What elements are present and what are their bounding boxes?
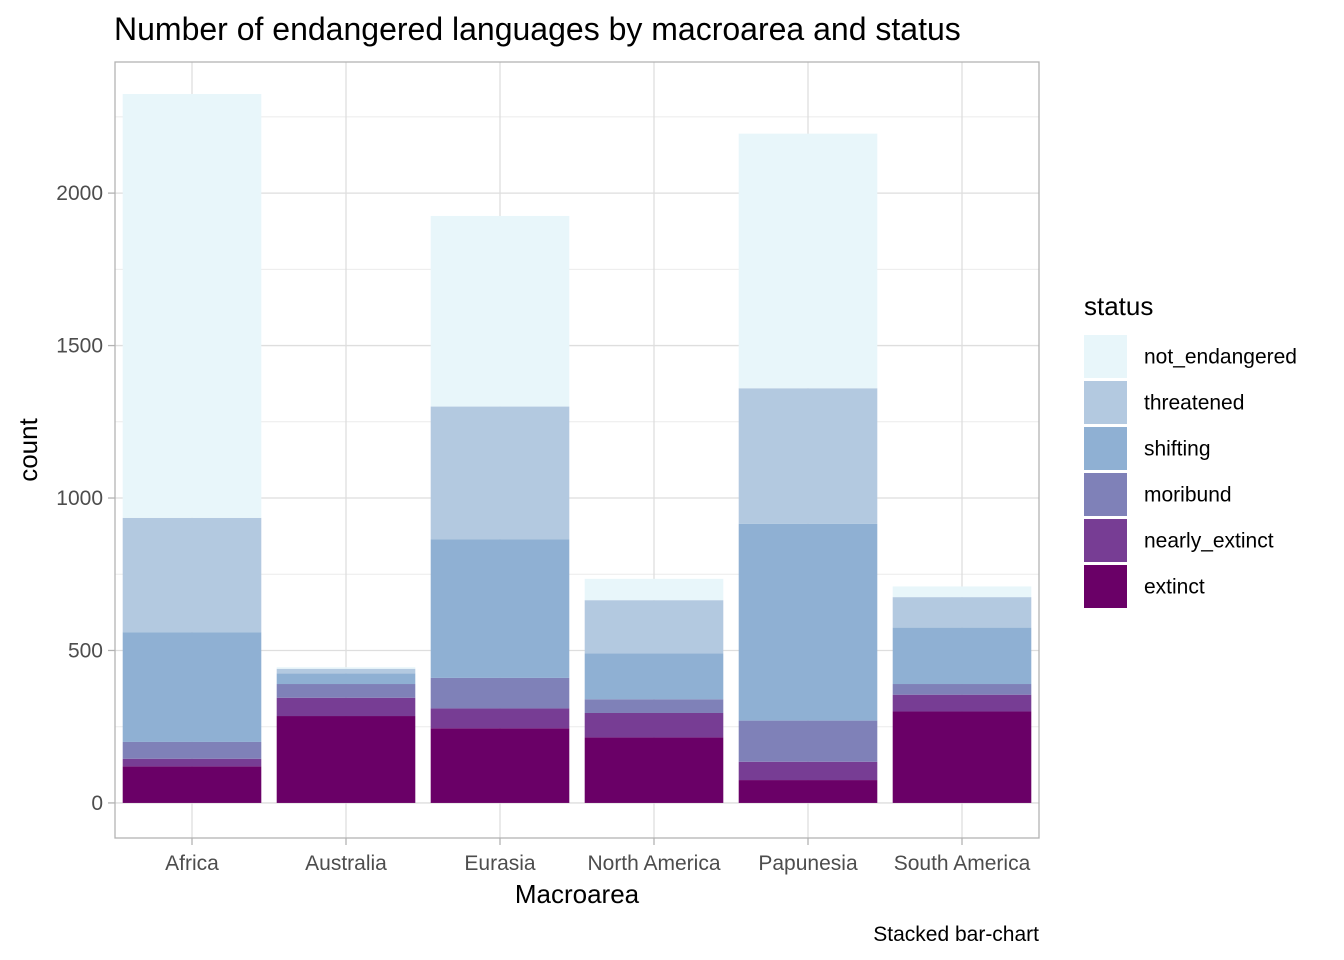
bar-segment-threatened (584, 600, 724, 654)
x-tick-label: North America (587, 852, 720, 875)
y-tick-label: 1500 (56, 335, 103, 358)
bar-segment-shifting (276, 673, 416, 685)
x-axis-title: Macroarea (515, 879, 640, 909)
legend-key-extinct (1084, 565, 1127, 608)
panel-background (115, 62, 1039, 838)
bar-segment-not-endangered (892, 586, 1032, 598)
y-axis: 0 500 1000 1500 2000 (56, 182, 115, 815)
x-tick-label: South America (894, 852, 1031, 875)
legend-label: moribund (1144, 484, 1232, 507)
bar-segment-nearly-extinct (738, 761, 878, 781)
bar-segment-not-endangered (122, 94, 262, 518)
bar-segment-shifting (738, 523, 878, 721)
bar-segment-nearly-extinct (276, 697, 416, 717)
x-tick-label: Africa (165, 852, 219, 875)
chart-title: Number of endangered languages by macroa… (114, 11, 961, 47)
bar-segment-extinct (276, 716, 416, 803)
x-axis: Africa Australia Eurasia North America Papun… (165, 838, 1031, 875)
y-tick-label: 0 (91, 792, 103, 815)
plot-panel (114, 61, 1040, 839)
bar-segment-threatened (892, 597, 1032, 628)
legend-label: extinct (1144, 576, 1205, 599)
legend: status not_endangered threatened shifting m… (1084, 291, 1297, 608)
legend-key-nearly-extinct (1084, 519, 1127, 562)
bar-segment-threatened (276, 668, 416, 674)
bar-segment-extinct (584, 737, 724, 803)
legend-label: not_endangered (1144, 346, 1297, 369)
bars (122, 94, 1032, 803)
bar-segment-not-endangered (430, 215, 570, 407)
bar-segment-extinct (430, 728, 570, 803)
bar-segment-threatened (430, 406, 570, 540)
y-tick-label: 500 (68, 639, 103, 662)
bar-segment-moribund (430, 677, 570, 709)
bar-segment-extinct (892, 711, 1032, 803)
panel-border (114, 61, 1040, 839)
legend-items: not_endangered threatened shifting moribund… (1084, 335, 1297, 608)
legend-title: status (1084, 291, 1153, 321)
bar-segment-shifting (122, 632, 262, 742)
x-tick-label: Papunesia (758, 852, 858, 875)
legend-key-not-endangered (1084, 335, 1127, 378)
bar-segment-threatened (738, 388, 878, 524)
y-tick-label: 2000 (56, 182, 103, 205)
legend-key-shifting (1084, 427, 1127, 470)
bar-segment-moribund (584, 699, 724, 713)
bar-segment-moribund (892, 684, 1032, 695)
bar-segment-not-endangered (584, 578, 724, 601)
bar-segment-shifting (430, 539, 570, 678)
bar-segment-shifting (892, 627, 1032, 685)
x-tick-label: Eurasia (464, 852, 536, 875)
legend-label: nearly_extinct (1144, 530, 1274, 553)
legend-label: shifting (1144, 438, 1211, 461)
x-tick-label: Australia (305, 852, 387, 875)
bar-segment-nearly-extinct (430, 708, 570, 729)
bar-segment-shifting (584, 653, 724, 700)
bar-segment-not-endangered (738, 133, 878, 389)
y-tick-label: 1000 (56, 487, 103, 510)
bar-segment-extinct (738, 780, 878, 803)
legend-label: threatened (1144, 392, 1244, 415)
legend-key-threatened (1084, 381, 1127, 424)
bar-segment-nearly-extinct (584, 712, 724, 738)
bar-segment-extinct (122, 766, 262, 803)
bar-segment-nearly-extinct (122, 758, 262, 767)
bar-segment-not-endangered (276, 667, 416, 669)
y-axis-title: count (13, 417, 43, 481)
bar-segment-nearly-extinct (892, 694, 1032, 712)
bar-segment-moribund (276, 684, 416, 698)
chart-caption: Stacked bar-chart (873, 923, 1039, 946)
bar-segment-moribund (738, 720, 878, 762)
legend-key-moribund (1084, 473, 1127, 516)
bar-segment-threatened (122, 517, 262, 633)
bar-segment-moribund (122, 741, 262, 759)
